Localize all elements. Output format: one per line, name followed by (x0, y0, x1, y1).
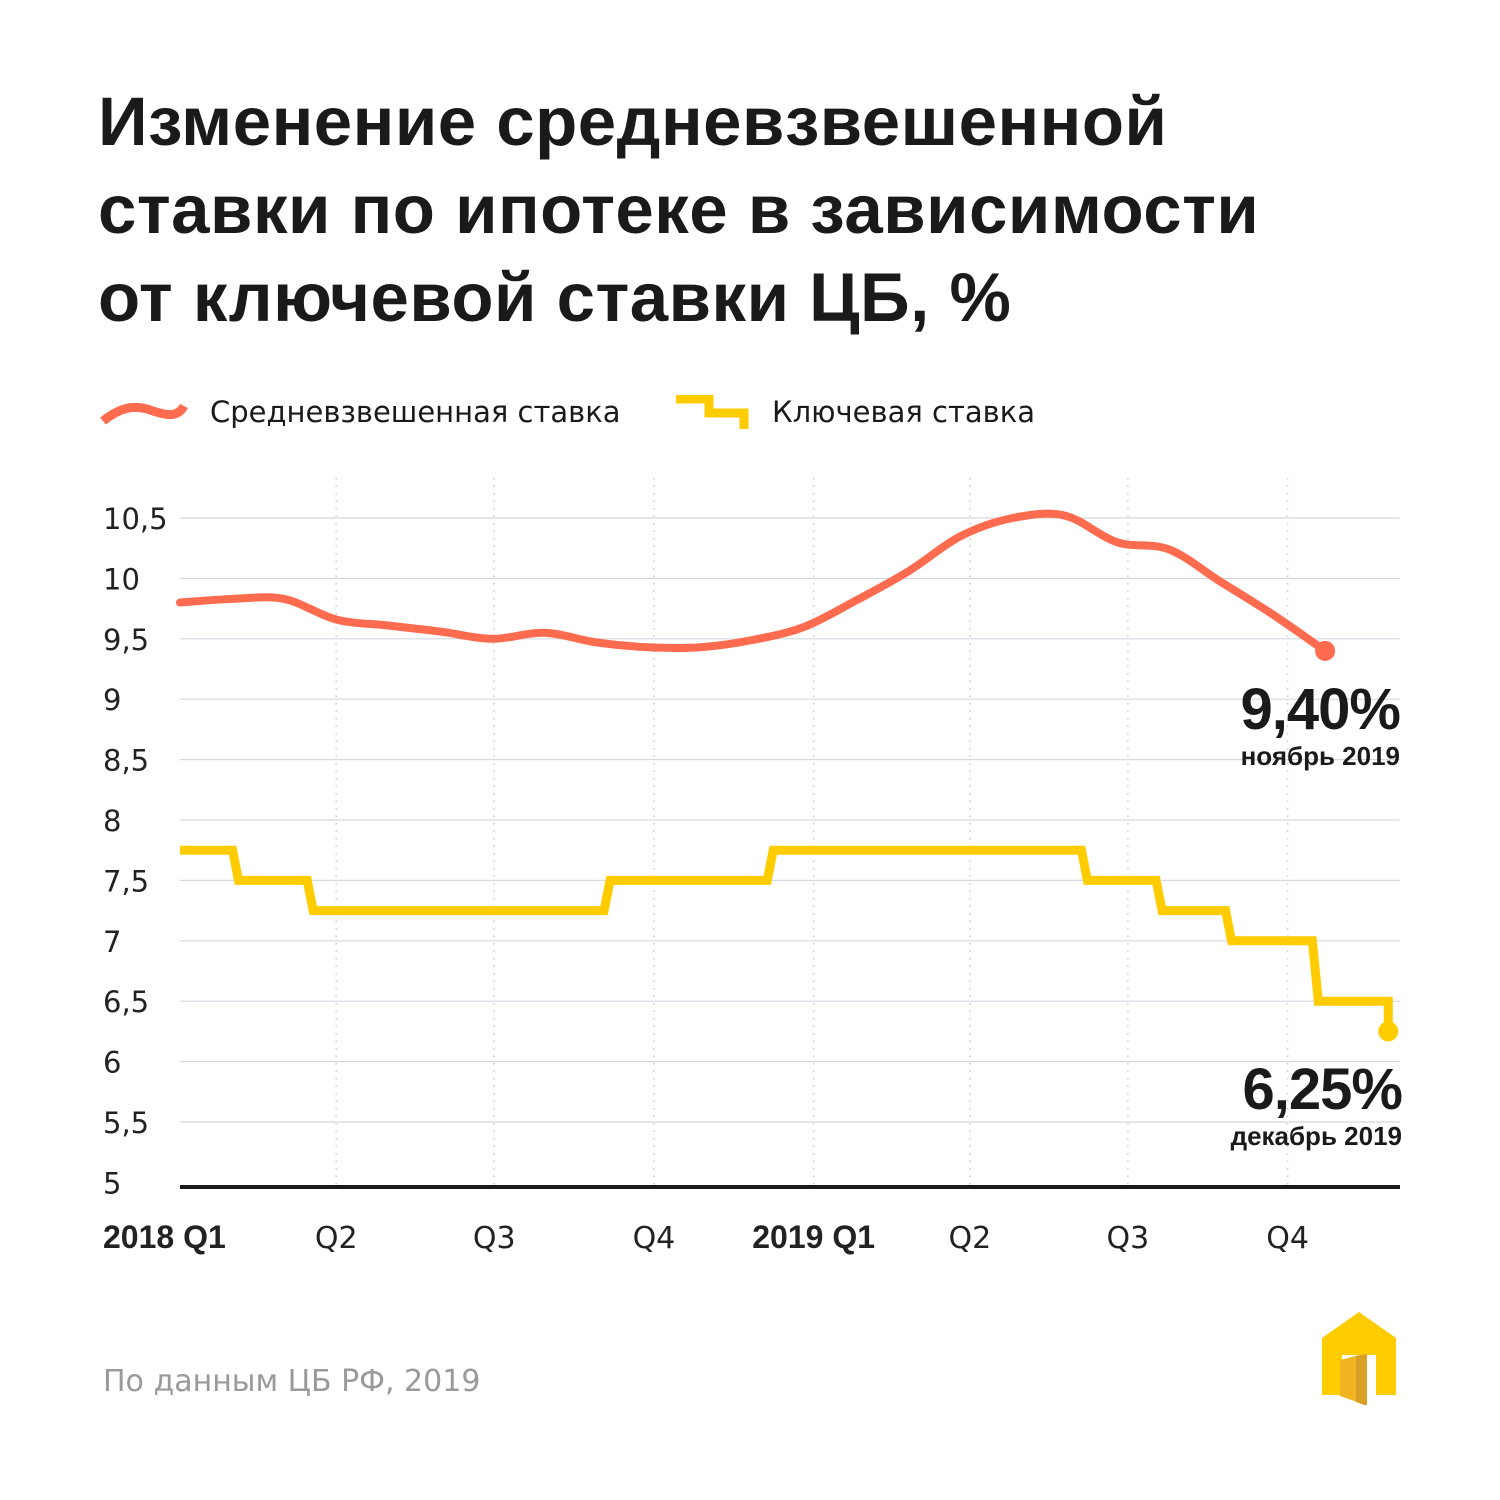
key-rate-end-caption: декабрь 2019 (1231, 1121, 1402, 1151)
weighted-rate-end-caption: ноябрь 2019 (1241, 741, 1400, 771)
y-tick-label: 10,5 (103, 502, 168, 536)
key-rate-end-point (1378, 1021, 1399, 1042)
legend-item-weighted-rate: Средневзвешенная ставка (98, 395, 621, 429)
y-tick-label: 9,5 (103, 623, 149, 657)
y-tick-label: 8,5 (103, 744, 149, 778)
x-tick-label: Q2 (315, 1221, 358, 1256)
weighted-rate-end-value: 9,40% (1241, 677, 1401, 742)
x-tick-label: 2018 Q1 (103, 1219, 226, 1255)
legend-label: Ключевая ставка (772, 395, 1036, 429)
y-tick-label: 6,5 (103, 985, 149, 1019)
x-tick-label: Q3 (473, 1221, 516, 1256)
title-line: ставки по ипотеке в зависимости (98, 171, 1260, 248)
title-line: Изменение средневзвешенной (98, 83, 1168, 160)
wave-line-icon (100, 402, 188, 425)
page-title: Изменение средневзвешенной ставки по ипо… (98, 78, 1398, 342)
x-tick-label: Q4 (633, 1221, 676, 1256)
step-line-icon (676, 395, 749, 429)
y-tick-label: 10 (103, 562, 140, 596)
y-tick-label: 7,5 (103, 864, 149, 898)
x-tick-label: 2019 Q1 (752, 1219, 875, 1255)
y-tick-label: 5 (103, 1166, 121, 1200)
x-tick-label: Q2 (949, 1221, 992, 1256)
weighted-rate-line (176, 509, 1330, 655)
y-tick-label: 8 (103, 804, 121, 838)
y-tick-label: 9 (103, 683, 121, 717)
y-tick-label: 7 (103, 925, 121, 959)
key-rate-line (180, 845, 1393, 1032)
y-tick-label: 5,5 (103, 1106, 149, 1140)
source-note: По данным ЦБ РФ, 2019 (103, 1364, 481, 1399)
line-chart: 10,5 10 9,5 9 8,5 8 7,5 7 6,5 6 5,5 5 2018 Q1 Q2 Q3 Q4 2… (103, 478, 1403, 1256)
legend-label: Средневзвешенная ставка (210, 395, 621, 429)
x-tick-label: Q4 (1266, 1221, 1309, 1256)
key-rate-end-value: 6,25% (1243, 1057, 1403, 1122)
title-line: от ключевой ставки ЦБ, % (98, 259, 1012, 336)
house-with-open-door-icon (1322, 1312, 1396, 1405)
y-tick-label: 6 (103, 1046, 121, 1080)
weighted-rate-end-point (1315, 640, 1336, 661)
x-tick-label: Q3 (1107, 1221, 1150, 1256)
legend-item-key-rate: Ключевая ставка (676, 395, 1035, 429)
